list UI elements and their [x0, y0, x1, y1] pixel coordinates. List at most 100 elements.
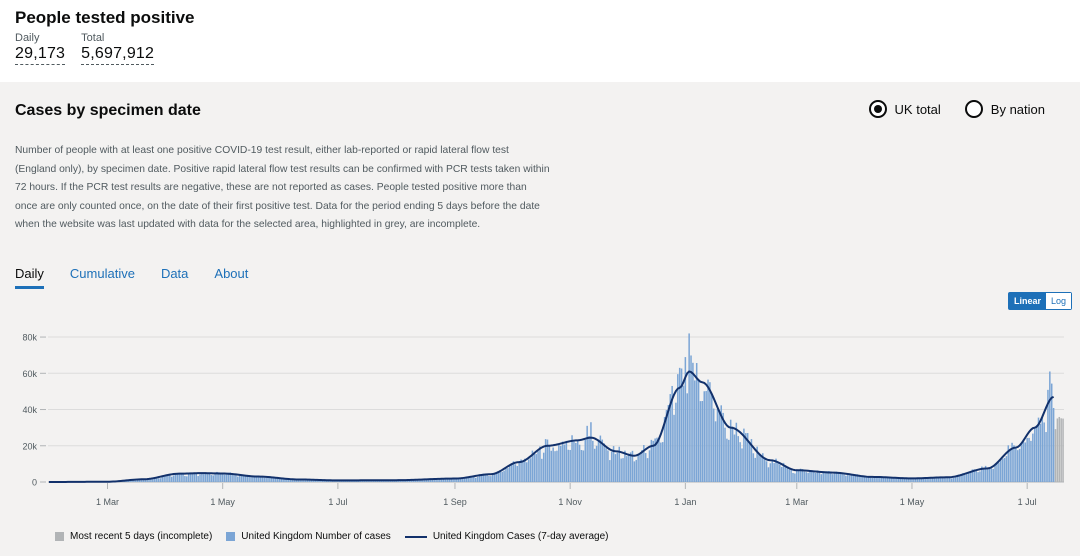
bar [159, 478, 162, 482]
radio-uk-total[interactable]: UK total [868, 100, 941, 118]
scale-toggle: Linear Log [1007, 292, 1072, 310]
bar [204, 473, 207, 482]
bar [206, 474, 209, 482]
bar [524, 458, 526, 482]
metric-total-value[interactable]: 5,697,912 [81, 44, 155, 65]
bar [822, 472, 824, 482]
scale-linear-button[interactable]: Linear [1008, 293, 1046, 309]
chart-description: Number of people with at least one posit… [15, 145, 550, 231]
bar [788, 469, 790, 482]
bar [576, 441, 579, 482]
metric-total[interactable]: Total 5,697,912 [81, 32, 155, 65]
bar [571, 435, 573, 482]
bar [911, 479, 913, 482]
bar [503, 470, 505, 482]
bar [856, 474, 858, 482]
bar [257, 476, 260, 482]
bar [170, 476, 173, 482]
average-line-series [48, 370, 1055, 483]
tab-cumulative[interactable]: Cumulative [69, 266, 135, 281]
bar [886, 478, 889, 482]
bar [864, 477, 866, 482]
legend-item-average: United Kingdom Cases (7-day average) [404, 531, 608, 542]
chart-legend: Most recent 5 days (incomplete) United K… [55, 531, 608, 542]
bar [752, 453, 755, 482]
tab-daily[interactable]: Daily [15, 266, 44, 289]
bar [244, 475, 247, 482]
bar [467, 477, 469, 482]
bar [527, 459, 530, 482]
bar [601, 439, 604, 482]
bar [852, 474, 855, 482]
bar [675, 402, 677, 482]
tab-about[interactable]: About [214, 266, 249, 281]
bar [452, 478, 454, 482]
bar [284, 478, 286, 482]
y-axis: 0 20k 40k 60k 80k [22, 333, 46, 488]
bar [733, 434, 736, 482]
bar [250, 477, 252, 482]
x-tick-label: 1 Sep [443, 497, 467, 507]
metric-daily-value[interactable]: 29,173 [15, 44, 66, 65]
bar [677, 374, 679, 482]
bar [828, 471, 830, 482]
bar [444, 478, 447, 482]
bar [762, 453, 764, 482]
radio-unselected-icon[interactable] [964, 100, 983, 118]
bar [1015, 446, 1017, 482]
bar [1001, 458, 1004, 482]
bar [967, 472, 970, 482]
bar [592, 440, 594, 482]
tab-data[interactable]: Data [160, 266, 189, 281]
bar [544, 439, 547, 482]
bar [541, 458, 543, 482]
metric-daily[interactable]: Daily 29,173 [15, 32, 66, 65]
bar [731, 426, 734, 482]
bar [235, 474, 237, 482]
radio-by-nation[interactable]: By nation [964, 100, 1045, 118]
bar [903, 477, 906, 482]
bar [584, 439, 587, 482]
bar [271, 477, 273, 482]
bar [291, 480, 294, 482]
bar [293, 479, 296, 482]
legend-incomplete-label: Most recent 5 days (incomplete) [70, 531, 213, 542]
bar [1039, 423, 1042, 482]
bar [546, 439, 549, 482]
bar [639, 454, 641, 482]
bar [728, 439, 730, 482]
bar [947, 477, 949, 482]
legend-item-incomplete: Most recent 5 days (incomplete) [55, 531, 212, 542]
bar [312, 479, 315, 482]
radio-selected-icon[interactable] [868, 100, 887, 118]
bar [274, 477, 277, 482]
bar [554, 451, 556, 482]
bar [418, 479, 420, 482]
bar [835, 471, 838, 482]
bar [448, 478, 451, 482]
bar [357, 480, 360, 482]
bar [984, 465, 987, 482]
bar [174, 474, 177, 482]
bar [280, 478, 282, 482]
bar [486, 473, 488, 482]
bar [490, 476, 492, 482]
bar [297, 479, 299, 482]
bar [484, 474, 486, 482]
legend-item-cases: United Kingdom Number of cases [226, 531, 391, 542]
bar [899, 478, 902, 482]
bar [155, 477, 158, 482]
bar [777, 463, 779, 482]
bar [569, 449, 571, 482]
scale-log-button[interactable]: Log [1045, 293, 1071, 309]
bar [263, 477, 265, 482]
bar [965, 474, 968, 482]
bar [165, 474, 167, 482]
bar [690, 355, 692, 482]
bar [382, 480, 384, 482]
bar [240, 475, 243, 482]
bar [697, 379, 700, 482]
bar [779, 464, 781, 482]
bar [405, 480, 407, 482]
bar [590, 422, 592, 482]
